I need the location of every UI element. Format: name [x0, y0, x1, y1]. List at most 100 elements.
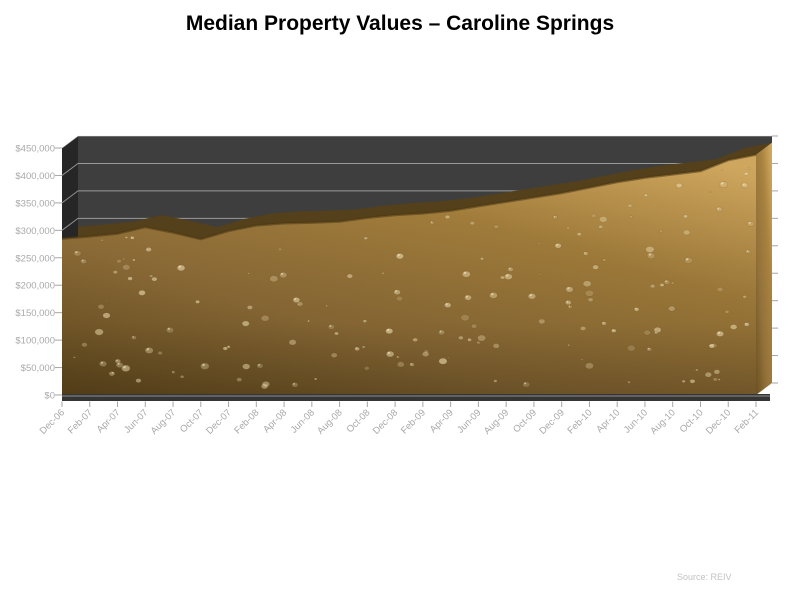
droplet-highlight: [553, 215, 556, 218]
droplet-highlight: [100, 361, 104, 364]
droplet-highlight: [395, 290, 398, 293]
droplet-highlight: [132, 336, 134, 338]
droplet-highlight: [568, 305, 571, 307]
droplet: [566, 226, 570, 230]
droplet: [587, 297, 594, 302]
x-axis-label: Jun-09: [455, 407, 483, 435]
droplet: [689, 379, 696, 384]
droplet: [130, 236, 135, 240]
x-axis-label: Feb-08: [232, 407, 261, 436]
droplet: [363, 236, 368, 240]
droplet-highlight: [123, 365, 126, 369]
droplet: [538, 318, 546, 325]
x-axis-label: Aug-07: [149, 407, 178, 436]
droplet: [81, 342, 88, 348]
droplet-highlight: [468, 338, 470, 340]
x-axis-label: Dec-10: [704, 407, 733, 436]
droplet: [361, 345, 366, 349]
droplet: [675, 182, 683, 189]
droplet: [200, 362, 210, 370]
droplet: [116, 259, 122, 264]
droplet: [695, 368, 699, 372]
droplet: [381, 271, 386, 275]
droplet: [645, 245, 655, 254]
droplet-highlight: [635, 307, 637, 310]
droplet: [277, 247, 283, 252]
x-axis-label: Feb-10: [565, 407, 594, 436]
droplet: [471, 323, 478, 329]
droplet-highlight: [746, 250, 749, 252]
droplet-highlight: [463, 271, 467, 275]
x-axis-label: Dec-07: [204, 407, 233, 436]
droplet: [522, 381, 531, 388]
droplet-highlight: [445, 303, 448, 306]
droplet-highlight: [710, 344, 712, 347]
droplet: [423, 349, 429, 354]
area-top-rim: [61, 153, 757, 241]
droplet: [438, 329, 446, 335]
x-axis-label: Dec-08: [371, 407, 400, 436]
droplet-highlight: [477, 341, 479, 343]
droplet-highlight: [748, 167, 750, 169]
droplet: [554, 243, 562, 249]
droplet: [659, 283, 665, 287]
droplet: [222, 346, 228, 351]
droplet: [165, 326, 174, 334]
droplet: [492, 343, 500, 349]
y-axis-labels: $0 $50,000 $100,000 $150,000 $200,000 $250,00…: [15, 144, 55, 402]
x-axis-label: Oct-08: [345, 407, 373, 435]
droplet-highlight: [685, 258, 689, 261]
droplet-highlight: [116, 359, 118, 362]
droplet-highlight: [131, 236, 133, 238]
droplet-highlight: [387, 328, 390, 332]
x-axis-label: Jun-07: [122, 407, 150, 435]
droplet: [131, 335, 137, 340]
droplet: [724, 310, 730, 314]
droplet: [94, 328, 104, 336]
droplet: [745, 249, 751, 254]
droplet: [429, 220, 435, 225]
droplet: [504, 273, 513, 280]
droplet: [567, 344, 570, 347]
x-axis-label: Oct-10: [678, 407, 706, 435]
droplet: [565, 286, 574, 293]
x-axis-label: Aug-10: [648, 407, 677, 436]
droplet: [97, 304, 105, 310]
droplet: [236, 377, 243, 382]
droplet: [627, 203, 633, 208]
droplet-highlight: [329, 325, 332, 327]
droplet-highlight: [655, 331, 657, 333]
droplet: [716, 330, 724, 337]
droplet: [393, 289, 401, 296]
droplet-highlight: [717, 331, 721, 334]
droplet: [179, 375, 185, 379]
droplet: [145, 247, 152, 252]
y-axis-label: $150,000: [15, 308, 55, 319]
droplet: [663, 279, 671, 285]
droplet: [135, 378, 142, 383]
x-axis-label: Aug-08: [315, 407, 344, 436]
droplet: [344, 235, 347, 238]
droplet: [395, 295, 403, 302]
droplet: [598, 224, 604, 229]
x-axis-label: Dec-09: [537, 407, 566, 436]
droplet: [132, 258, 136, 262]
droplet: [580, 358, 584, 361]
droplet-highlight: [529, 293, 532, 297]
droplet: [629, 215, 633, 219]
x-axis-label: Aug-09: [482, 407, 511, 436]
droplet: [247, 272, 250, 275]
droplet: [537, 273, 542, 276]
droplet: [643, 329, 651, 336]
x-axis-label: Jun-08: [289, 407, 317, 435]
droplet: [396, 355, 400, 359]
y-axis-label: $350,000: [15, 198, 55, 209]
droplet: [138, 289, 146, 296]
droplet: [645, 219, 649, 222]
droplet: [297, 303, 300, 306]
droplet: [362, 319, 367, 323]
droplet-highlight: [117, 362, 120, 365]
